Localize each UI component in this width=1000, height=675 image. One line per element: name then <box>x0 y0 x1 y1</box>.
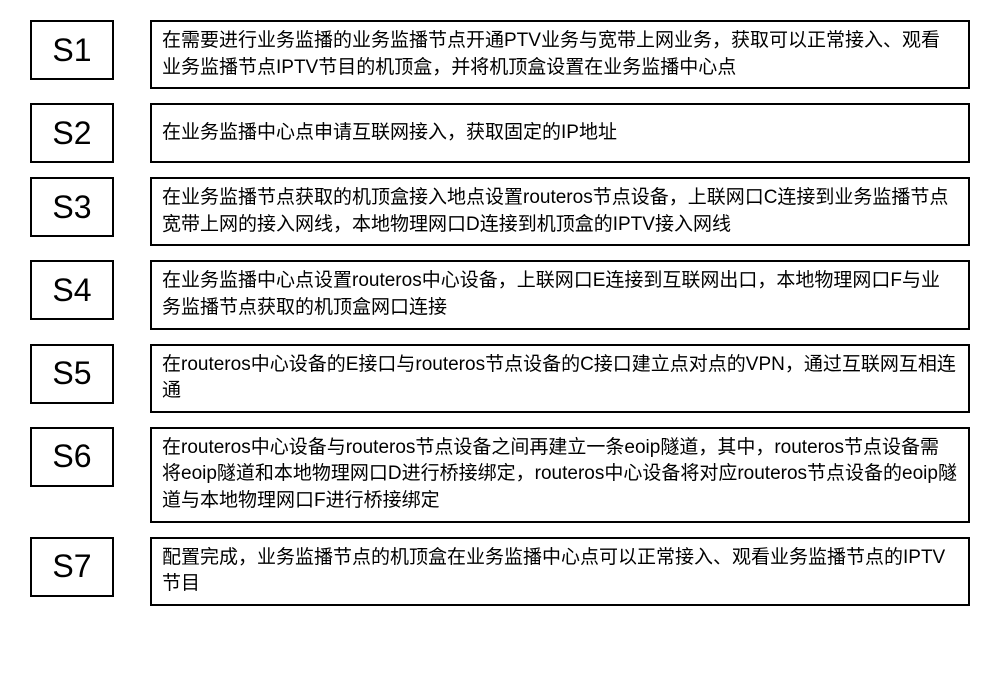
step-desc-text: 在routeros中心设备与routeros节点设备之间再建立一条eoip隧道，… <box>162 435 958 515</box>
step-label-box: S5 <box>30 344 114 404</box>
step-label-text: S3 <box>52 189 91 226</box>
step-desc-box: 在routeros中心设备的E接口与routeros节点设备的C接口建立点对点的… <box>150 344 970 413</box>
step-desc-box: 配置完成，业务监播节点的机顶盒在业务监播中心点可以正常接入、观看业务监播节点的I… <box>150 537 970 606</box>
step-desc-box: 在业务监播中心点申请互联网接入，获取固定的IP地址 <box>150 103 970 163</box>
step-label-box: S1 <box>30 20 114 80</box>
step-label-text: S2 <box>52 115 91 152</box>
step-label-text: S5 <box>52 355 91 392</box>
step-desc-text: 在业务监播节点获取的机顶盒接入地点设置routeros节点设备，上联网口C连接到… <box>162 185 958 238</box>
step-label-box: S4 <box>30 260 114 320</box>
step-desc-box: 在业务监播节点获取的机顶盒接入地点设置routeros节点设备，上联网口C连接到… <box>150 177 970 246</box>
flowchart-container: S1 在需要进行业务监播的业务监播节点开通PTV业务与宽带上网业务，获取可以正常… <box>30 20 970 606</box>
step-label-text: S1 <box>52 32 91 69</box>
step-label-box: S2 <box>30 103 114 163</box>
step-label-text: S4 <box>52 272 91 309</box>
step-desc-text: 配置完成，业务监播节点的机顶盒在业务监播中心点可以正常接入、观看业务监播节点的I… <box>162 545 958 598</box>
flow-step: S6 在routeros中心设备与routeros节点设备之间再建立一条eoip… <box>30 427 970 523</box>
step-desc-box: 在需要进行业务监播的业务监播节点开通PTV业务与宽带上网业务，获取可以正常接入、… <box>150 20 970 89</box>
flow-step: S5 在routeros中心设备的E接口与routeros节点设备的C接口建立点… <box>30 344 970 413</box>
step-desc-text: 在routeros中心设备的E接口与routeros节点设备的C接口建立点对点的… <box>162 352 958 405</box>
flow-step: S1 在需要进行业务监播的业务监播节点开通PTV业务与宽带上网业务，获取可以正常… <box>30 20 970 89</box>
step-label-text: S6 <box>52 438 91 475</box>
step-label-box: S3 <box>30 177 114 237</box>
step-label-box: S6 <box>30 427 114 487</box>
flow-step: S4 在业务监播中心点设置routeros中心设备，上联网口E连接到互联网出口，… <box>30 260 970 329</box>
flow-step: S7 配置完成，业务监播节点的机顶盒在业务监播中心点可以正常接入、观看业务监播节… <box>30 537 970 606</box>
step-label-box: S7 <box>30 537 114 597</box>
step-desc-box: 在routeros中心设备与routeros节点设备之间再建立一条eoip隧道，… <box>150 427 970 523</box>
step-desc-text: 在业务监播中心点申请互联网接入，获取固定的IP地址 <box>162 120 958 147</box>
step-desc-text: 在需要进行业务监播的业务监播节点开通PTV业务与宽带上网业务，获取可以正常接入、… <box>162 28 958 81</box>
step-desc-text: 在业务监播中心点设置routeros中心设备，上联网口E连接到互联网出口，本地物… <box>162 268 958 321</box>
flow-step: S3 在业务监播节点获取的机顶盒接入地点设置routeros节点设备，上联网口C… <box>30 177 970 246</box>
step-desc-box: 在业务监播中心点设置routeros中心设备，上联网口E连接到互联网出口，本地物… <box>150 260 970 329</box>
flow-step: S2 在业务监播中心点申请互联网接入，获取固定的IP地址 <box>30 103 970 163</box>
step-label-text: S7 <box>52 548 91 585</box>
